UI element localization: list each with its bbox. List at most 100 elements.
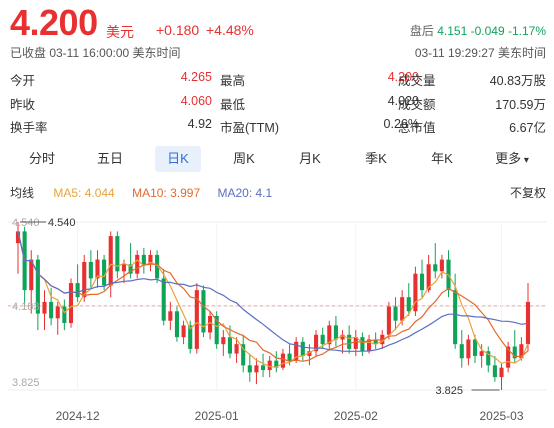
candle-body — [300, 341, 305, 356]
tab-7[interactable]: 更多 ▾ — [486, 146, 538, 172]
stat-label: 最高 — [220, 74, 246, 88]
candle-body — [55, 306, 60, 319]
x-axis-label: 2025-02 — [334, 409, 378, 423]
ma10-line — [17, 231, 529, 362]
candle-body — [519, 344, 524, 359]
candle-body — [234, 344, 239, 354]
stat-value: 4.92 — [187, 117, 212, 131]
candle-body — [426, 264, 431, 291]
candle-body — [35, 259, 40, 314]
candle-body — [340, 334, 345, 340]
y-axis-label: 4.540 — [12, 217, 40, 229]
chart-period-tabs: 分时 五日 日K 周K 月K 季K 年K 更多 ▾ — [0, 146, 554, 172]
y-axis-label: 4.183 — [12, 301, 40, 313]
stat-value: 4.060 — [180, 94, 212, 108]
candle-body — [353, 337, 358, 349]
candle-body — [115, 236, 120, 272]
candle-body — [506, 346, 511, 368]
candle-body — [68, 283, 74, 324]
stat-label: 成交额 — [398, 98, 436, 112]
max-marker-label: 4.540 — [48, 217, 76, 229]
stat-label: 市盈(TTM) — [220, 121, 280, 135]
candle-body — [148, 254, 153, 265]
candle-body — [95, 259, 100, 279]
tab-6[interactable]: 年K — [431, 151, 453, 166]
candle-body — [267, 360, 272, 371]
candle-body — [181, 325, 186, 338]
candle-body — [393, 306, 398, 321]
last-price: 4.200 — [10, 2, 98, 43]
market-status: 已收盘 03-11 16:00:00 美东时间 — [10, 46, 181, 60]
candle-body — [366, 339, 372, 352]
candle-body — [254, 365, 259, 373]
candle-body — [214, 315, 219, 345]
tab-1[interactable]: 五日 — [96, 151, 123, 166]
stat-value: 4.200 — [387, 70, 419, 84]
candle-body — [62, 306, 67, 324]
tab-0[interactable]: 分时 — [28, 151, 55, 166]
stat-value: 6.67亿 — [509, 121, 546, 135]
after-hours-change: -0.049 — [470, 24, 505, 38]
ma5-line — [17, 231, 529, 368]
candle-body — [373, 339, 378, 345]
moving-average-legend: 均线 MA5: 4.044 MA10: 3.997 MA20: 4.1 — [10, 184, 286, 201]
candle-body — [294, 341, 299, 361]
ma20-line — [17, 231, 529, 352]
stat-value: 170.59万 — [495, 98, 546, 112]
stat-label: 总市值 — [398, 121, 436, 135]
tab-3[interactable]: 周K — [233, 151, 255, 166]
candle-body — [453, 290, 458, 345]
candlestick-chart: 4.540 4.183 3.825 4.540 3.825 2024-12 2025-01 2… — [8, 217, 546, 423]
price-adjust-selector[interactable]: 不复权 — [509, 186, 546, 200]
x-axis-label: 2025-01 — [195, 409, 239, 423]
price-change: +0.180 — [156, 22, 200, 38]
ma20-label: MA20: 4.1 — [217, 186, 273, 200]
candle-body — [466, 339, 471, 359]
tab-5[interactable]: 季K — [365, 151, 387, 166]
candle-body — [347, 334, 352, 349]
tab-4[interactable]: 月K — [299, 151, 321, 166]
tab-2[interactable]: 日K — [155, 146, 201, 172]
candle-body — [15, 231, 21, 244]
candle-body — [168, 311, 173, 321]
x-axis-label: 2024-12 — [56, 409, 100, 423]
candle-body — [433, 264, 438, 272]
candle-body — [261, 365, 266, 371]
candle-body — [82, 261, 87, 298]
stat-label: 昨收 — [10, 98, 36, 112]
stat-label: 最低 — [220, 98, 246, 112]
candle-body — [75, 283, 80, 298]
stat-value: 4.020 — [387, 94, 419, 108]
candle-body — [208, 315, 213, 333]
candle-body — [400, 297, 405, 321]
chevron-down-icon: ▾ — [521, 155, 529, 166]
stat-value: 0.26% — [383, 117, 419, 131]
candle-body — [155, 254, 160, 279]
candle-body — [280, 353, 285, 368]
candle-body — [360, 337, 365, 352]
after-hours-change-percent: -1.17% — [507, 24, 546, 38]
stat-label: 成交量 — [398, 74, 436, 88]
candle-body — [161, 278, 166, 321]
candle-body — [512, 346, 517, 359]
after-hours-quote: 盘后 4.151 -0.049 -1.17% — [410, 22, 546, 39]
candle-body — [88, 261, 93, 279]
candle-body — [386, 306, 391, 335]
candle-body — [499, 367, 504, 378]
candle-body — [49, 301, 54, 319]
x-axis-label: 2025-03 — [479, 409, 523, 423]
candle-body — [227, 337, 233, 354]
currency-label: 美元 — [106, 24, 134, 40]
candle-body — [194, 290, 199, 349]
candle-body — [102, 259, 107, 286]
candle-body — [307, 351, 312, 356]
stat-value: 40.83万股 — [489, 74, 546, 88]
candle-body — [287, 353, 292, 361]
ma10-label: MA10: 3.997 — [132, 186, 201, 200]
candle-body — [188, 325, 193, 349]
candle-body — [439, 259, 444, 272]
candle-body — [327, 325, 332, 345]
more-tab-label: 更多 — [495, 151, 522, 166]
candle-body — [42, 301, 47, 314]
stat-label: 换手率 — [10, 121, 48, 135]
